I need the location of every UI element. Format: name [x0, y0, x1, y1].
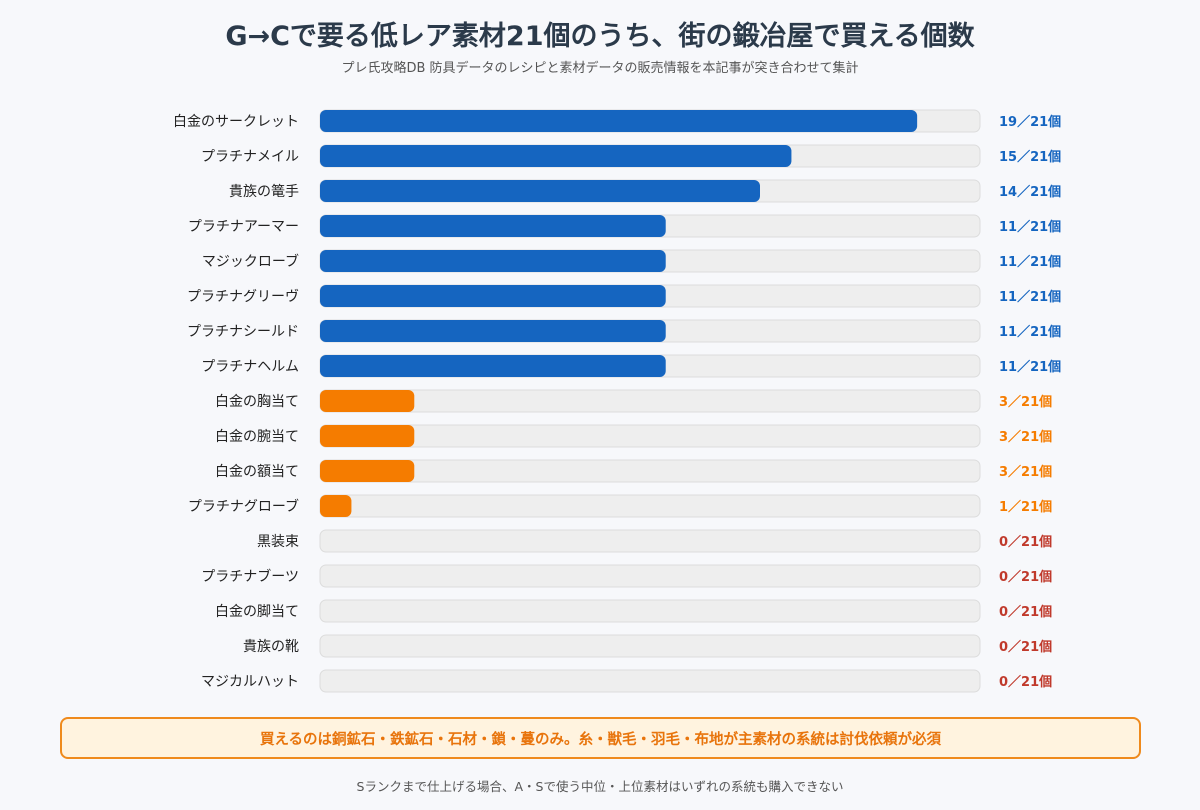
value-label: 11／21個 [999, 289, 1061, 305]
bar [320, 355, 666, 377]
category-label: 貴族の靴 [243, 639, 299, 655]
value-label: 3／21個 [999, 394, 1052, 410]
value-label: 11／21個 [999, 254, 1061, 270]
category-label: プラチナグリーヴ [187, 288, 299, 305]
category-label: プラチナアーマー [188, 219, 299, 235]
bar-track [319, 389, 981, 413]
footnote: Sランクまで仕上げる場合、A・Sで使う中位・上位素材はいずれの系統も購入できない [356, 779, 844, 794]
bar-row: プラチナアーマー 11／21個 [188, 214, 1061, 238]
value-label: 0／21個 [999, 569, 1052, 585]
bar-track [319, 529, 981, 553]
bar-row: 白金の胸当て 3／21個 [215, 389, 1052, 413]
value-label: 11／21個 [999, 359, 1061, 375]
bar-track [319, 669, 981, 693]
callout-box: 買えるのは銅鉱石・鉄鉱石・石材・鎖・蔓のみ。糸・獣毛・羽毛・布地が主素材の系統は… [60, 717, 1141, 759]
value-label: 19／21個 [999, 114, 1061, 130]
category-label: 白金の脚当て [215, 604, 299, 620]
bar-row: プラチナグローブ 1／21個 [188, 494, 1052, 518]
bar-track [319, 599, 981, 623]
callout-text: 買えるのは銅鉱石・鉄鉱石・石材・鎖・蔓のみ。糸・獣毛・羽毛・布地が主素材の系統は… [259, 731, 942, 748]
bar-row: 貴族の篭手 14／21個 [229, 179, 1061, 203]
bar [320, 110, 918, 132]
bar-row: プラチナグリーヴ 11／21個 [187, 284, 1061, 308]
bar-track [319, 564, 981, 588]
category-label: マジックローブ [202, 253, 299, 270]
value-label: 0／21個 [999, 674, 1052, 690]
bar [320, 495, 352, 517]
bar-row: 黒装束 0／21個 [257, 529, 1052, 553]
category-label: 白金の腕当て [215, 429, 299, 445]
bar-track [319, 459, 981, 483]
category-label: プラチナヘルム [201, 359, 299, 375]
bar-row: 白金の脚当て 0／21個 [215, 599, 1052, 623]
bar [320, 460, 415, 482]
bar [320, 180, 760, 202]
category-label: 白金のサークレット [173, 114, 299, 130]
bar-row: プラチナシールド 11／21個 [187, 319, 1061, 343]
category-label: プラチナメイル [201, 149, 299, 165]
value-label: 14／21個 [999, 184, 1061, 200]
bar-row: マジックローブ 11／21個 [202, 249, 1061, 273]
value-label: 3／21個 [999, 429, 1052, 445]
bar-row: 白金の額当て 3／21個 [215, 459, 1052, 483]
category-label: 白金の胸当て [215, 394, 299, 410]
bar-row: プラチナヘルム 11／21個 [201, 354, 1061, 378]
bar-track [319, 634, 981, 658]
category-label: 黒装束 [257, 534, 299, 550]
category-label: プラチナブーツ [201, 568, 299, 585]
category-label: マジカルハット [201, 674, 299, 690]
category-label: 貴族の篭手 [229, 183, 299, 200]
bar [320, 320, 666, 342]
bar-row: 白金のサークレット 19／21個 [173, 109, 1061, 133]
bar-track [319, 494, 981, 518]
value-label: 11／21個 [999, 219, 1061, 235]
bar [320, 215, 666, 237]
bar-track [319, 424, 981, 448]
chart-title: G→Cで要る低レア素材21個のうち、街の鍛冶屋で買える個数 [225, 21, 975, 52]
bar [320, 285, 666, 307]
chart-subtitle: プレ氏攻略DB 防具データのレシピと素材データの販売情報を本記事が突き合わせて集… [341, 61, 859, 76]
category-label: 白金の額当て [215, 464, 299, 480]
value-label: 15／21個 [999, 149, 1061, 165]
category-label: プラチナシールド [187, 324, 299, 340]
category-label: プラチナグローブ [188, 498, 299, 515]
bar-row: プラチナメイル 15／21個 [201, 144, 1061, 168]
bar [320, 425, 415, 447]
bar-row: プラチナブーツ 0／21個 [201, 564, 1052, 588]
bar-row: 貴族の靴 0／21個 [243, 634, 1052, 658]
bar [320, 390, 415, 412]
value-label: 0／21個 [999, 639, 1052, 655]
bar [320, 145, 792, 167]
value-label: 1／21個 [999, 499, 1052, 515]
bar [320, 250, 666, 272]
value-label: 0／21個 [999, 604, 1052, 620]
bar-row: マジカルハット 0／21個 [201, 669, 1052, 693]
bar-row: 白金の腕当て 3／21個 [215, 424, 1052, 448]
value-label: 11／21個 [999, 324, 1061, 340]
value-label: 3／21個 [999, 464, 1052, 480]
value-label: 0／21個 [999, 534, 1052, 550]
